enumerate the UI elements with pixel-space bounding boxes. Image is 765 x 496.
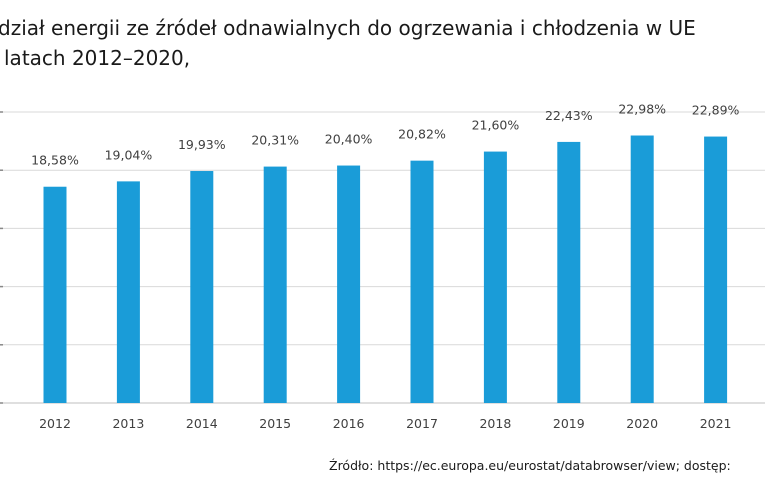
- source-note: Źródło: https://ec.europa.eu/eurostat/da…: [329, 458, 731, 473]
- bar-2020: [630, 135, 654, 403]
- bar-2018: [483, 151, 507, 403]
- bar-2017: [410, 160, 434, 403]
- x-tick-label-2013: 2013: [112, 416, 144, 431]
- data-label-2012: 18,58%: [31, 153, 79, 168]
- x-tick-label-2012: 2012: [39, 416, 71, 431]
- data-label-2017: 20,82%: [398, 127, 446, 142]
- bar-2021: [704, 136, 728, 403]
- bar-2016: [337, 165, 361, 403]
- bar-2015: [263, 166, 287, 403]
- bar-2013: [116, 181, 140, 403]
- x-tick-label-2019: 2019: [553, 416, 585, 431]
- data-label-2019: 22,43%: [545, 108, 593, 123]
- x-tick-label-2016: 2016: [333, 416, 365, 431]
- x-tick-label-2015: 2015: [259, 416, 291, 431]
- x-tick-label-2020: 2020: [626, 416, 658, 431]
- bar-2019: [557, 141, 581, 403]
- data-label-2018: 21,60%: [472, 118, 520, 133]
- x-tick-label-2021: 2021: [700, 416, 732, 431]
- bar-2012: [43, 186, 67, 403]
- data-label-2014: 19,93%: [178, 137, 226, 152]
- x-tick-label-2018: 2018: [479, 416, 511, 431]
- x-tick-label-2014: 2014: [186, 416, 218, 431]
- chart-title-line-2: latach 2012–2020,: [4, 46, 191, 70]
- chart-title-line-1: dział energii ze źródeł odnawialnych do …: [0, 16, 696, 40]
- data-label-2015: 20,31%: [251, 133, 299, 148]
- x-tick-label-2017: 2017: [406, 416, 438, 431]
- data-label-2013: 19,04%: [105, 147, 153, 162]
- data-label-2016: 20,40%: [325, 132, 373, 147]
- bar-2014: [190, 171, 214, 403]
- data-label-2021: 22,89%: [692, 103, 740, 118]
- data-label-2020: 22,98%: [618, 102, 666, 117]
